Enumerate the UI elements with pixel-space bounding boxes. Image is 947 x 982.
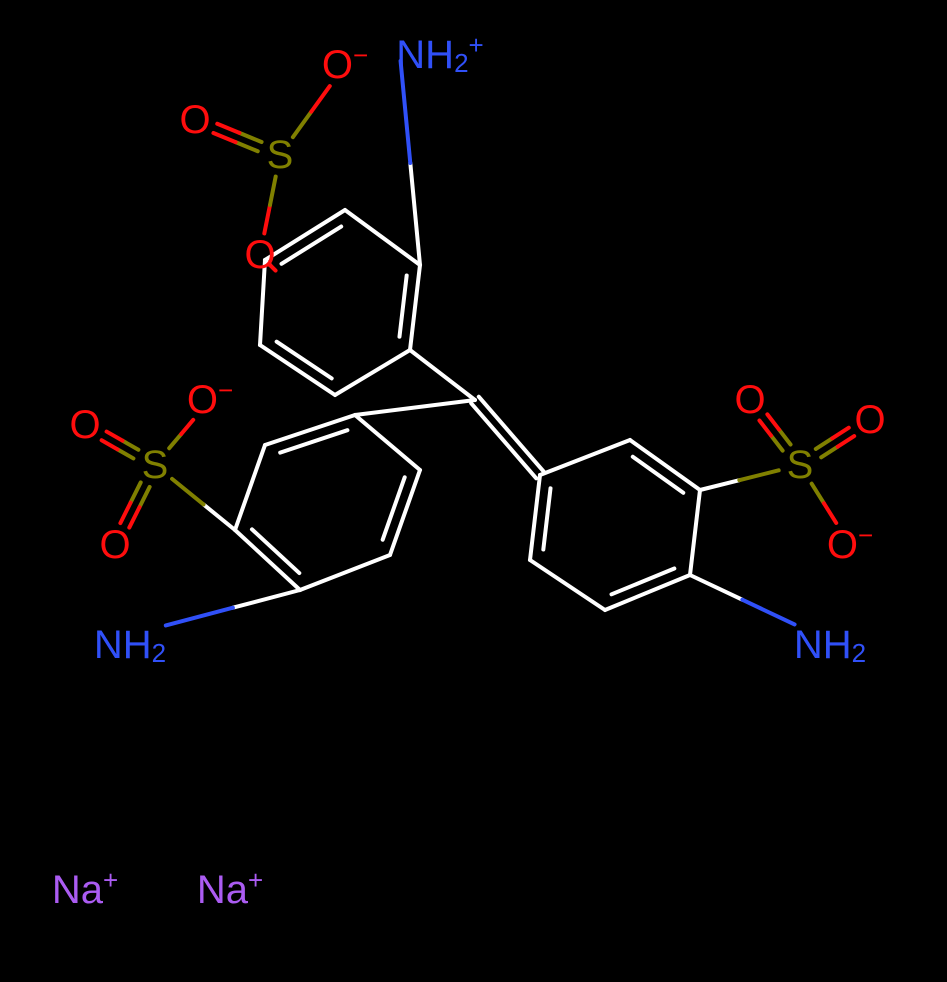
atom-NH2_left: NH2 (94, 623, 166, 668)
atom-O_left_dbl2: O (99, 523, 130, 567)
atom-Na1: Na+ (52, 865, 118, 912)
atom-NH2_right: NH2 (794, 623, 866, 668)
atom-NH2_top: NH2+ (396, 30, 483, 78)
molecule-diagram: SO−OONH2+SO−OONH2SOOO−NH2Na+Na+ (0, 0, 947, 982)
atom-O_right_minus: O− (827, 520, 873, 567)
atom-S_right: S (787, 443, 814, 487)
atom-S_left: S (142, 443, 169, 487)
atom-O_right_dbl2: O (854, 398, 885, 442)
atom-O_right_dbl1: O (734, 378, 765, 422)
atom-O_top_minus: O− (322, 40, 368, 87)
atom-Na2: Na+ (197, 865, 263, 912)
atom-O_top_dbl: O (179, 98, 210, 142)
atom-O_left_dbl1: O (69, 403, 100, 447)
bonds-layer (102, 61, 855, 625)
labels-layer: SO−OONH2+SO−OONH2SOOO−NH2Na+Na+ (52, 30, 886, 912)
atom-S_top: S (267, 133, 294, 177)
atom-O_top_single: O (244, 233, 275, 277)
atom-O_left_minus: O− (187, 375, 233, 422)
